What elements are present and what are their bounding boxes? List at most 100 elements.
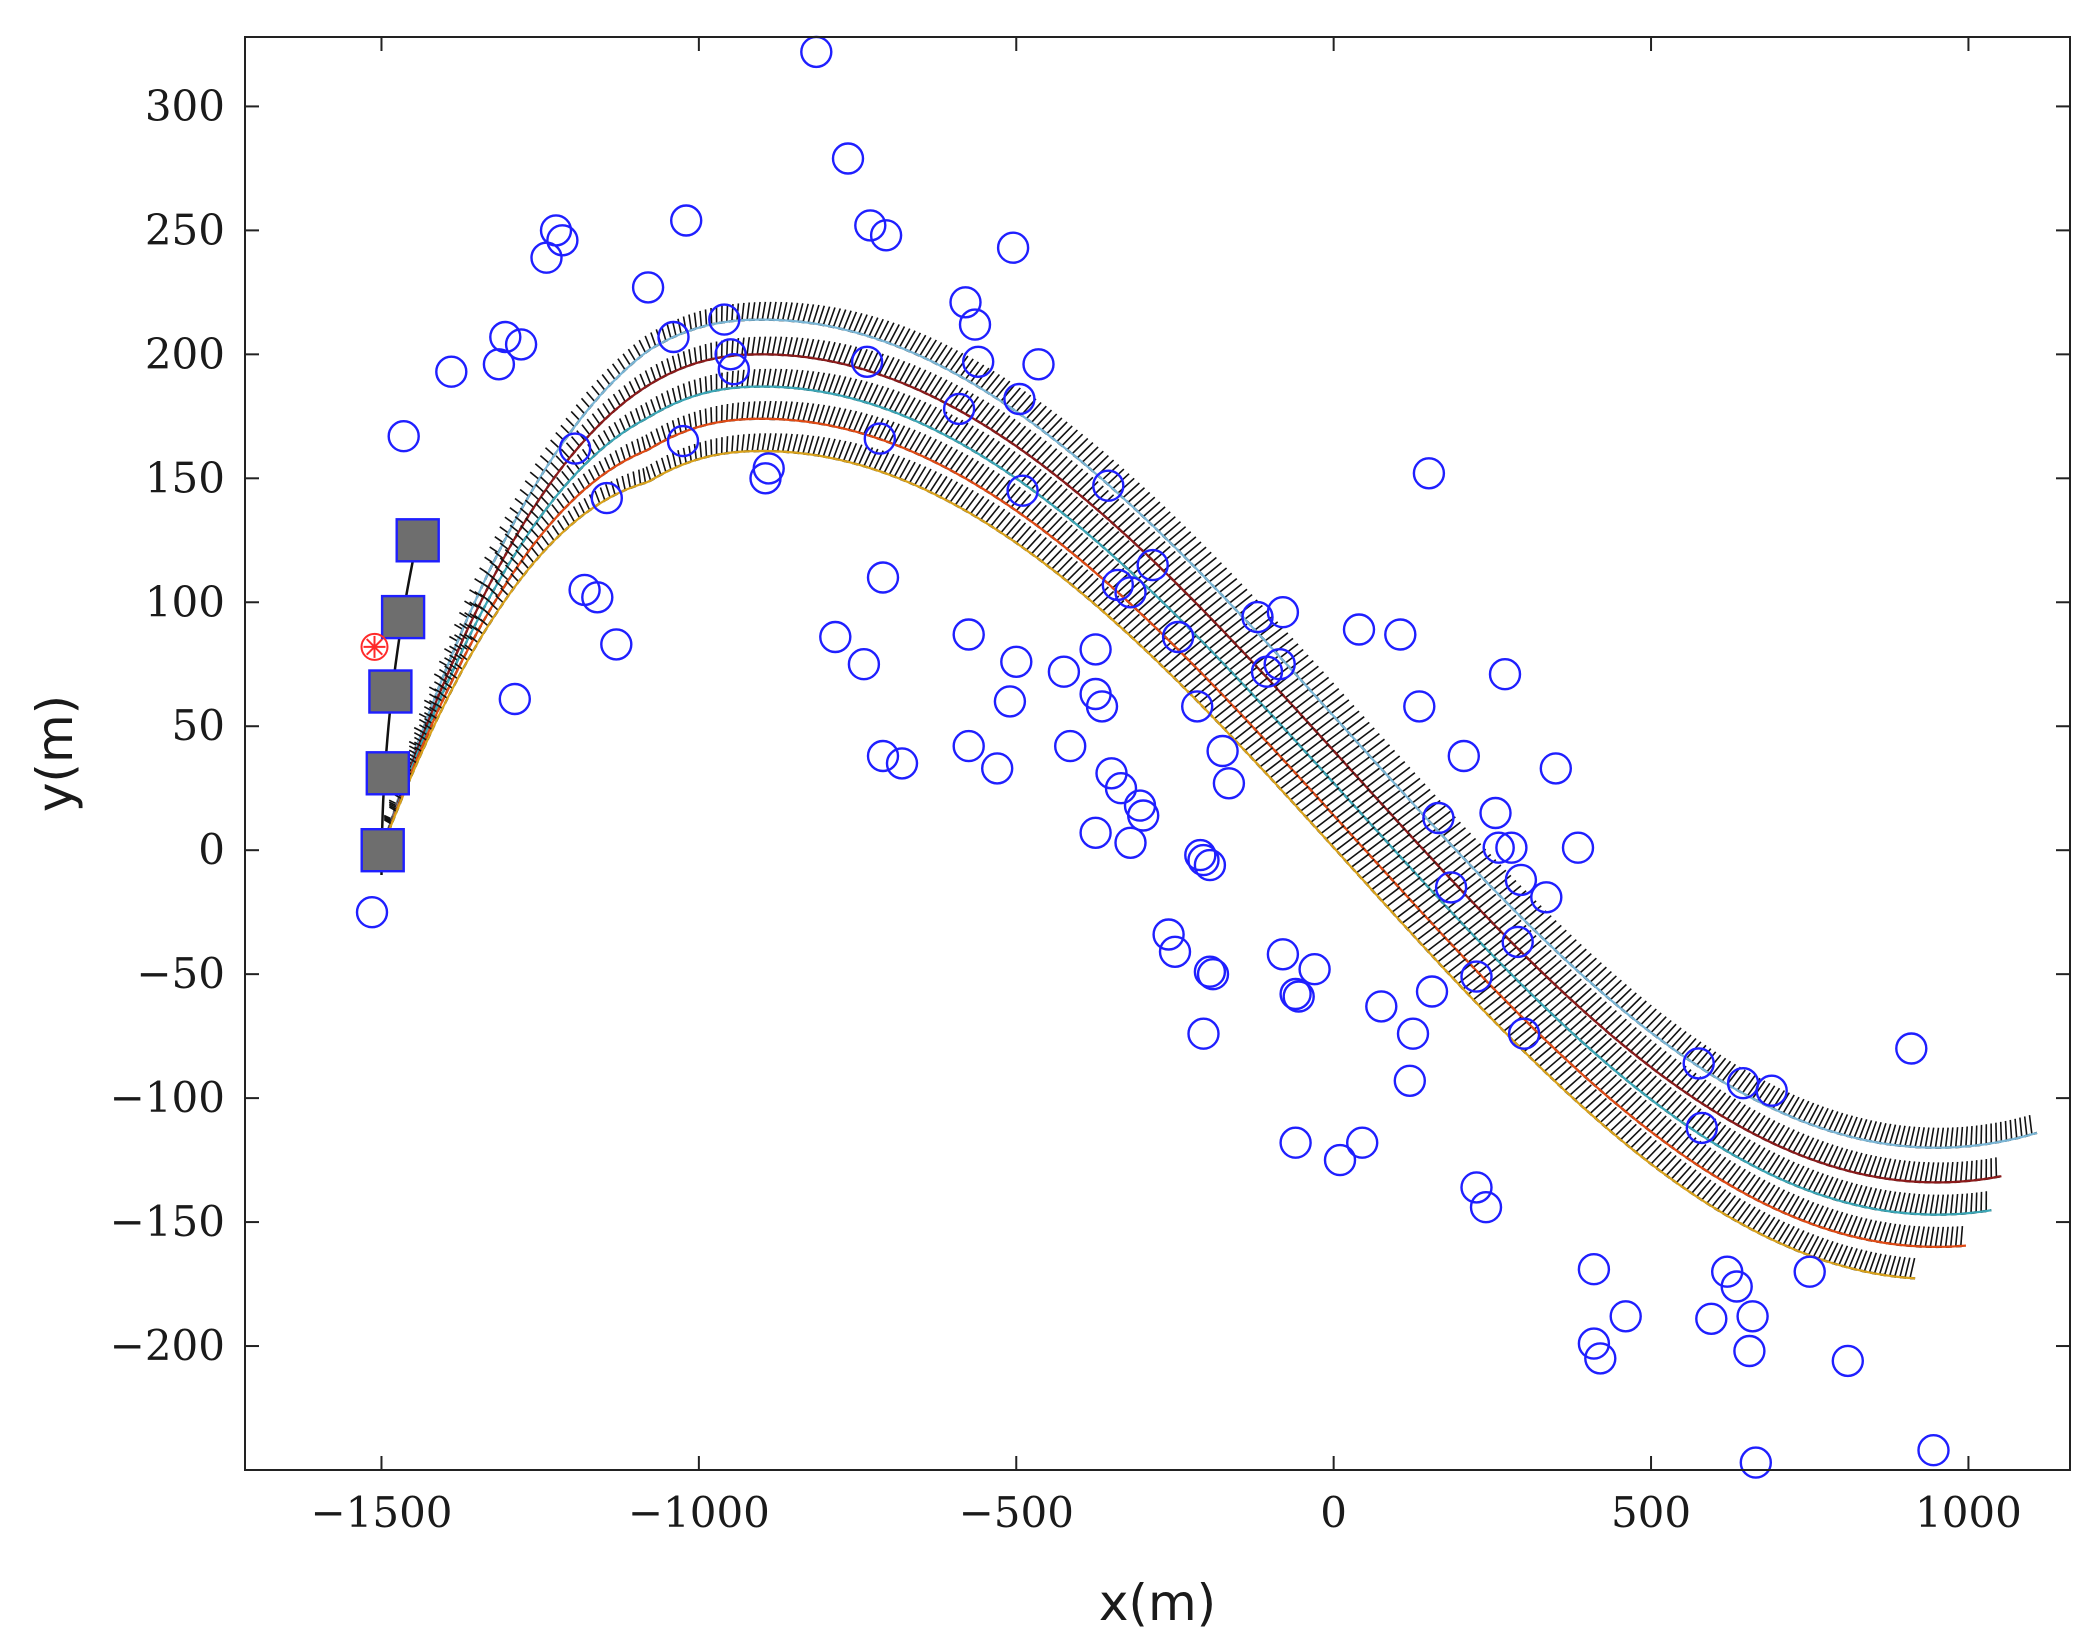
hatch-mark: [655, 428, 662, 443]
hatch-mark: [1706, 1089, 1722, 1108]
hatch-mark: [1939, 1162, 1945, 1183]
hatch-mark: [1914, 1161, 1921, 1182]
hatch-mark: [666, 358, 672, 374]
hatch-mark: [655, 363, 662, 379]
hatch-mark: [1762, 1085, 1776, 1105]
hatch-mark: [1005, 422, 1021, 440]
hatch-mark: [1914, 1226, 1921, 1247]
hatch-mark: [1457, 904, 1477, 920]
hatch-mark: [939, 414, 953, 433]
hatch-mark: [893, 326, 906, 346]
hatch-mark: [837, 376, 847, 396]
hatch-mark: [1279, 677, 1299, 693]
hatch-mark: [1244, 703, 1263, 719]
hatch-mark: [903, 330, 916, 350]
hatch-mark: [908, 332, 922, 352]
hatch-mark: [1157, 583, 1176, 599]
hatch-mark: [383, 815, 392, 822]
hatch-mark: [1224, 583, 1243, 599]
hatch-mark: [408, 749, 418, 756]
hatch-mark: [1401, 812, 1421, 828]
hatch-mark: [699, 345, 703, 362]
hatch-mark: [1391, 766, 1411, 782]
hatch-mark: [807, 304, 815, 323]
hatch-mark: [464, 612, 474, 619]
hatch-mark: [1305, 671, 1324, 686]
hatch-mark: [1741, 1206, 1756, 1225]
clutter-point: [1415, 975, 1449, 1008]
hatch-mark: [710, 342, 713, 360]
hatch-mark: [1599, 1106, 1617, 1123]
hatch-mark: [660, 457, 667, 473]
clutter-point: [1266, 938, 1300, 971]
hatch-mark: [1960, 1161, 1964, 1182]
hatch-mark: [766, 433, 772, 452]
hatch-mark: [576, 454, 586, 466]
hatch-mark: [1391, 865, 1411, 881]
hatch-mark: [1660, 1090, 1677, 1108]
hatch-mark: [710, 374, 713, 392]
hatch-mark: [1873, 1122, 1882, 1143]
hatch-mark: [1315, 717, 1335, 732]
hatch-mark: [1655, 1019, 1672, 1037]
hatch-mark: [1208, 567, 1228, 583]
hatch-mark: [524, 480, 535, 489]
hatch-mark: [429, 706, 438, 713]
hatch-mark: [924, 438, 937, 458]
hatch-mark: [1427, 904, 1446, 920]
hatch-mark: [817, 305, 826, 325]
hatch-mark: [1096, 558, 1115, 575]
hatch-mark: [903, 461, 916, 481]
hatch-mark: [1696, 1115, 1712, 1133]
hatch-mark: [1229, 655, 1248, 671]
clutter-point: [1342, 613, 1376, 646]
hatch-band-5: [384, 433, 1916, 1279]
x-tick-label: −1000: [628, 1488, 770, 1537]
hatch-mark: [1726, 1101, 1742, 1120]
hatch-mark: [1620, 1027, 1637, 1044]
hatch-mark: [1792, 1098, 1805, 1119]
clutter-point: [1047, 655, 1081, 688]
sensor-layer: [360, 518, 440, 873]
hatch-mark: [1432, 845, 1451, 861]
hatch-mark: [1472, 952, 1492, 969]
hatch-mark: [1838, 1213, 1849, 1234]
hatch-mark: [1792, 1230, 1805, 1250]
clutter-layer: [355, 35, 1950, 1479]
hatch-mark: [1701, 1086, 1717, 1104]
hatch-mark: [601, 374, 611, 386]
hatch-mark: [1188, 613, 1207, 629]
hatch-mark: [1096, 590, 1115, 608]
hatch-mark: [964, 361, 980, 380]
clutter-point: [1447, 739, 1481, 773]
hatch-mark: [1483, 995, 1502, 1011]
hatch-mark: [1269, 699, 1289, 715]
hatch-mark: [1401, 909, 1421, 924]
hatch-mark: [847, 311, 858, 331]
hatch-mark: [1701, 1051, 1717, 1070]
hatch-mark: [1620, 1123, 1637, 1141]
clutter-point: [581, 581, 614, 614]
hatch-mark: [1147, 637, 1166, 654]
hatch-mark: [408, 740, 418, 747]
hatch-mark: [1218, 709, 1238, 725]
hatch-mark: [536, 541, 545, 552]
hatch-mark: [546, 530, 555, 542]
hatch-mark: [1655, 1151, 1672, 1169]
hatch-mark: [1498, 914, 1517, 930]
hatch-mark: [1594, 1102, 1612, 1119]
hatch-mark: [525, 553, 535, 564]
hatch-mark: [1630, 1099, 1647, 1117]
hatch-mark: [1914, 1126, 1921, 1148]
hatch-mark: [1614, 988, 1632, 1005]
hatch-mark: [914, 401, 927, 421]
hatch-mark: [771, 336, 777, 355]
hatch-mark: [1594, 971, 1612, 988]
hatch-mark: [1650, 1016, 1667, 1034]
hatch-mark: [974, 499, 990, 518]
hatch-mark: [1066, 532, 1084, 550]
hatch-mark: [1559, 939, 1577, 955]
hatch-mark: [1213, 607, 1233, 623]
hatch-mark: [969, 431, 985, 450]
clutter-point: [1279, 977, 1312, 1011]
